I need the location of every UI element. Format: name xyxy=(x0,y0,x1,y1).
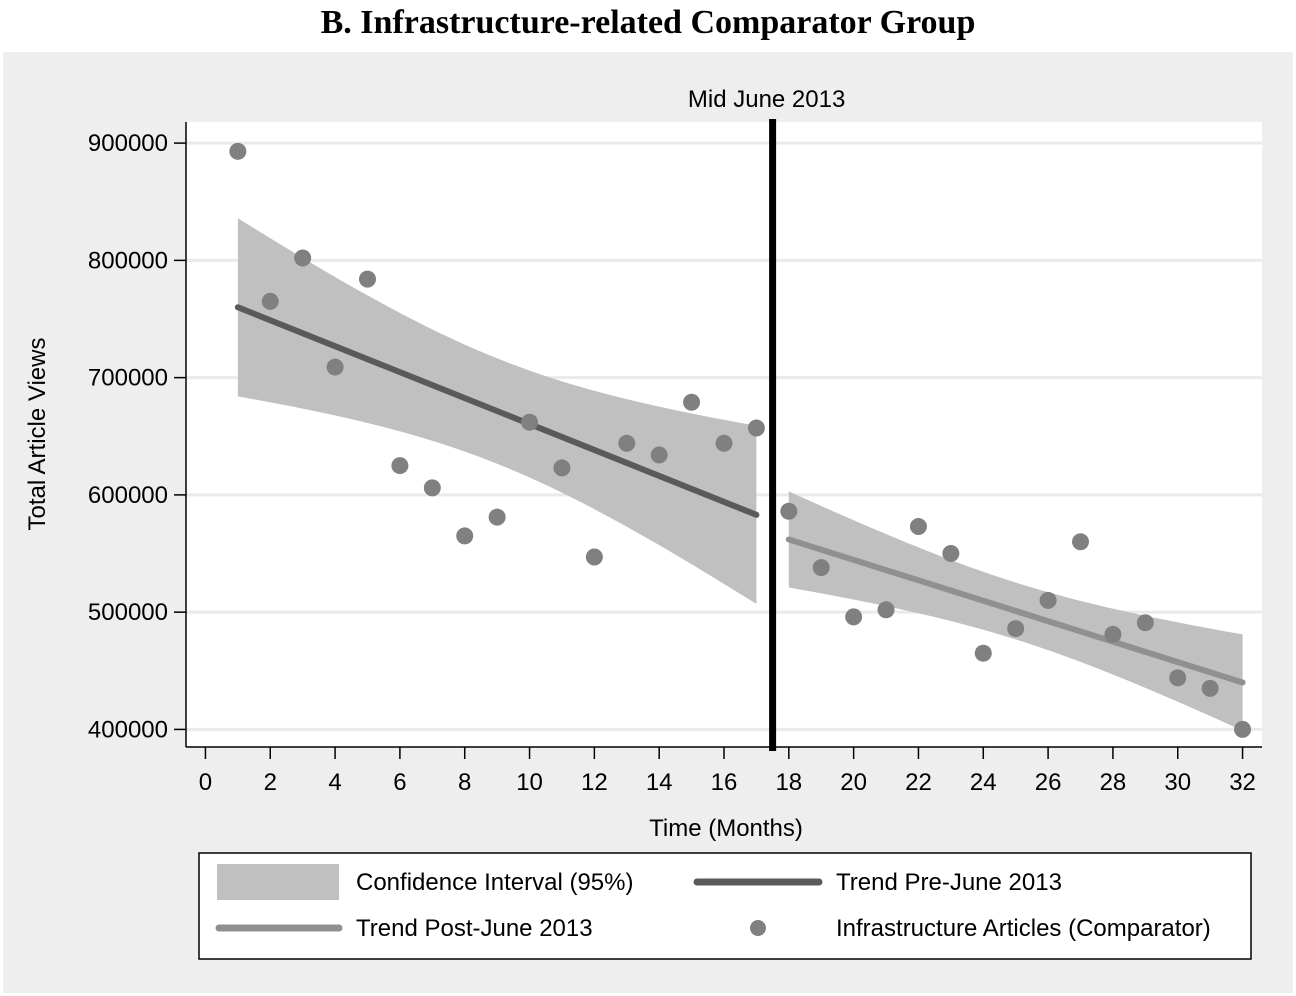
data-point xyxy=(909,518,927,536)
data-point xyxy=(747,419,765,437)
data-point xyxy=(456,527,474,545)
chart-title: B. Infrastructure-related Comparator Gro… xyxy=(321,4,976,41)
data-point xyxy=(683,393,701,411)
legend: Confidence Interval (95%) Trend Pre-June… xyxy=(198,852,1252,960)
data-point xyxy=(1039,591,1057,609)
data-point xyxy=(326,358,344,376)
data-point xyxy=(585,548,603,566)
x-tick-label: 12 xyxy=(581,769,608,796)
break-label: Mid June 2013 xyxy=(688,86,845,113)
x-axis-ticks: 0 2 4 6 8 10 12 14 16 18 20 22 24 26 28 30 32 xyxy=(199,747,1256,796)
data-point xyxy=(423,479,441,497)
data-point xyxy=(1169,669,1187,687)
data-point xyxy=(715,434,733,452)
data-point xyxy=(521,413,539,431)
data-point xyxy=(1104,625,1122,643)
x-tick-label: 18 xyxy=(775,769,802,796)
x-tick-label: 14 xyxy=(646,769,673,796)
data-point xyxy=(294,249,312,267)
x-tick-label: 26 xyxy=(1035,769,1062,796)
y-axis-label: Total Article Views xyxy=(24,338,51,531)
y-tick-label: 500000 xyxy=(88,599,168,626)
x-tick-label: 16 xyxy=(711,769,738,796)
data-point xyxy=(1234,720,1252,738)
trend-line-pre xyxy=(234,304,760,518)
legend-label-trend-pre: Trend Pre-June 2013 xyxy=(836,869,1062,896)
x-tick-label: 32 xyxy=(1229,769,1256,796)
data-point xyxy=(1136,614,1154,632)
y-tick-label: 800000 xyxy=(88,247,168,274)
x-tick-label: 4 xyxy=(328,769,341,796)
x-tick-label: 28 xyxy=(1100,769,1127,796)
y-tick-label: 400000 xyxy=(88,716,168,743)
x-tick-label: 8 xyxy=(458,769,471,796)
legend-label-trend-post: Trend Post-June 2013 xyxy=(356,915,593,942)
data-point xyxy=(812,559,830,577)
data-point xyxy=(358,270,376,288)
x-tick-label: 20 xyxy=(840,769,867,796)
trend-line-post xyxy=(785,536,1246,686)
trend-lines xyxy=(234,304,1246,686)
data-point xyxy=(1201,679,1219,697)
data-point xyxy=(553,459,571,477)
x-tick-label: 10 xyxy=(516,769,543,796)
grid-lines xyxy=(186,141,1262,731)
data-point xyxy=(391,457,409,475)
y-axis-ticks: 400000 500000 600000 700000 800000 900000 xyxy=(88,130,186,743)
data-point xyxy=(1007,620,1025,638)
data-point xyxy=(845,608,863,626)
data-point xyxy=(618,434,636,452)
y-tick-label: 700000 xyxy=(88,365,168,392)
x-tick-label: 2 xyxy=(264,769,277,796)
data-points xyxy=(229,142,1252,738)
legend-label-ci: Confidence Interval (95%) xyxy=(356,869,633,896)
break-line-group: Mid June 2013 xyxy=(688,86,845,751)
x-tick-label: 22 xyxy=(905,769,932,796)
x-tick-label: 0 xyxy=(199,769,212,796)
data-point xyxy=(974,644,992,662)
x-tick-label: 30 xyxy=(1164,769,1191,796)
data-point xyxy=(229,142,247,160)
data-point xyxy=(488,508,506,526)
data-point xyxy=(650,446,668,464)
data-point xyxy=(1072,533,1090,551)
y-tick-label: 600000 xyxy=(88,482,168,509)
legend-label-points: Infrastructure Articles (Comparator) xyxy=(836,915,1211,942)
legend-box xyxy=(198,852,1252,960)
data-point xyxy=(261,292,279,310)
data-point xyxy=(877,601,895,619)
data-point xyxy=(942,545,960,563)
legend-swatch-points xyxy=(750,920,766,936)
x-tick-label: 24 xyxy=(970,769,997,796)
y-tick-label: 900000 xyxy=(88,130,168,157)
data-point xyxy=(780,502,798,520)
x-axis-label: Time (Months) xyxy=(649,815,803,842)
legend-swatch-ci xyxy=(217,864,339,900)
x-tick-label: 6 xyxy=(393,769,406,796)
